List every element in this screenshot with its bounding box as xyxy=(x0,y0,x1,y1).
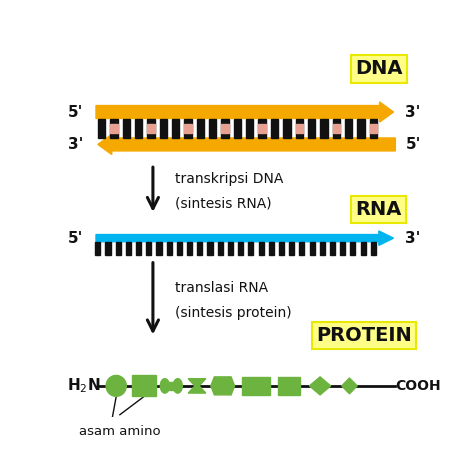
Polygon shape xyxy=(342,378,357,394)
Bar xyxy=(147,124,155,132)
Bar xyxy=(361,242,366,256)
Polygon shape xyxy=(211,377,235,395)
Bar xyxy=(246,118,254,138)
Bar xyxy=(357,118,365,138)
Bar xyxy=(228,242,233,256)
Bar xyxy=(371,242,376,256)
Polygon shape xyxy=(310,377,331,395)
FancyArrow shape xyxy=(96,102,393,122)
Text: 3': 3' xyxy=(405,231,421,246)
Bar xyxy=(248,242,254,256)
Text: 3': 3' xyxy=(68,137,83,152)
Bar xyxy=(184,124,191,132)
Polygon shape xyxy=(188,379,206,393)
FancyArrow shape xyxy=(98,134,395,154)
Ellipse shape xyxy=(160,379,169,393)
Bar xyxy=(289,242,294,256)
Text: PROTEIN: PROTEIN xyxy=(316,326,412,345)
Text: (sintesis RNA): (sintesis RNA) xyxy=(175,197,272,211)
Bar xyxy=(238,242,243,256)
Bar xyxy=(340,242,345,256)
Bar xyxy=(258,124,266,132)
Bar xyxy=(116,242,121,256)
Bar xyxy=(221,124,229,132)
Bar xyxy=(105,242,110,256)
Bar xyxy=(156,242,162,256)
Bar xyxy=(221,118,229,138)
Bar xyxy=(308,118,315,138)
Bar xyxy=(197,118,204,138)
Bar xyxy=(95,242,100,256)
Bar xyxy=(172,118,179,138)
Ellipse shape xyxy=(173,379,182,393)
Bar xyxy=(132,375,155,396)
Bar xyxy=(197,242,202,256)
Bar xyxy=(295,124,303,132)
Bar xyxy=(177,242,182,256)
Bar xyxy=(370,118,377,138)
Bar xyxy=(283,118,291,138)
Bar xyxy=(126,242,131,256)
Bar xyxy=(146,242,151,256)
Ellipse shape xyxy=(106,375,126,396)
Bar xyxy=(300,242,304,256)
Bar xyxy=(123,118,130,138)
Bar xyxy=(269,242,274,256)
Bar xyxy=(184,118,191,138)
Bar xyxy=(345,118,352,138)
Text: asam amino: asam amino xyxy=(80,425,161,438)
Text: 5': 5' xyxy=(68,231,83,246)
Bar xyxy=(258,242,264,256)
Bar xyxy=(110,118,118,138)
Bar xyxy=(167,242,172,256)
Text: (sintesis protein): (sintesis protein) xyxy=(175,306,292,320)
Text: DNA: DNA xyxy=(355,59,402,78)
Bar xyxy=(310,242,315,256)
Bar xyxy=(279,242,284,256)
Bar xyxy=(135,118,142,138)
Bar xyxy=(234,118,241,138)
Text: COOH: COOH xyxy=(395,379,441,393)
FancyArrow shape xyxy=(96,231,393,245)
Bar xyxy=(333,124,340,132)
Text: 3': 3' xyxy=(405,104,421,119)
Bar xyxy=(187,242,192,256)
Bar xyxy=(271,118,278,138)
Bar xyxy=(98,118,105,138)
Text: RNA: RNA xyxy=(356,200,402,219)
Bar xyxy=(147,118,155,138)
Bar xyxy=(278,377,300,395)
Bar xyxy=(218,242,223,256)
Bar xyxy=(333,118,340,138)
Text: H$_2$N: H$_2$N xyxy=(66,377,100,395)
Bar xyxy=(330,242,335,256)
Bar xyxy=(136,242,141,256)
Bar xyxy=(242,377,270,395)
Bar xyxy=(350,242,356,256)
Bar xyxy=(320,118,328,138)
Text: 5': 5' xyxy=(405,137,421,152)
Bar xyxy=(320,242,325,256)
Bar xyxy=(209,118,216,138)
Text: translasi RNA: translasi RNA xyxy=(175,281,268,295)
Bar xyxy=(165,382,178,390)
Bar xyxy=(370,124,377,132)
Bar xyxy=(110,124,118,132)
Bar xyxy=(258,118,266,138)
Bar xyxy=(295,118,303,138)
Text: transkripsi DNA: transkripsi DNA xyxy=(175,172,283,186)
Bar xyxy=(208,242,213,256)
Text: 5': 5' xyxy=(68,104,83,119)
Bar xyxy=(160,118,167,138)
